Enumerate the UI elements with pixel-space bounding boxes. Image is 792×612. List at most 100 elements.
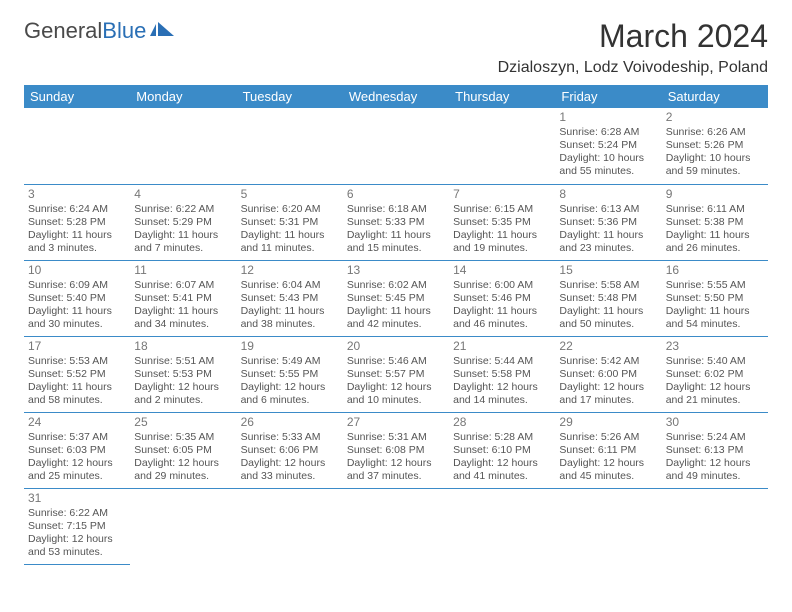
sunset-line: Sunset: 5:41 PM xyxy=(134,292,232,305)
sunrise-line: Sunrise: 5:24 AM xyxy=(666,431,764,444)
sunset-line: Sunset: 5:35 PM xyxy=(453,216,551,229)
daylight-line: Daylight: 11 hours and 15 minutes. xyxy=(347,229,445,255)
calendar-cell: 27Sunrise: 5:31 AMSunset: 6:08 PMDayligh… xyxy=(343,412,449,488)
daylight-line: Daylight: 10 hours and 55 minutes. xyxy=(559,152,657,178)
daylight-line: Daylight: 11 hours and 54 minutes. xyxy=(666,305,764,331)
daylight-line: Daylight: 11 hours and 3 minutes. xyxy=(28,229,126,255)
sunset-line: Sunset: 6:05 PM xyxy=(134,444,232,457)
day-number: 1 xyxy=(559,110,657,125)
sunset-line: Sunset: 5:48 PM xyxy=(559,292,657,305)
calendar-body: 1Sunrise: 6:28 AMSunset: 5:24 PMDaylight… xyxy=(24,108,768,564)
daylight-line: Daylight: 12 hours and 29 minutes. xyxy=(134,457,232,483)
weekday-header: Sunday xyxy=(24,85,130,108)
calendar-cell-empty xyxy=(343,488,449,564)
daylight-line: Daylight: 12 hours and 41 minutes. xyxy=(453,457,551,483)
daylight-line: Daylight: 11 hours and 42 minutes. xyxy=(347,305,445,331)
calendar-cell: 31Sunrise: 6:22 AMSunset: 7:15 PMDayligh… xyxy=(24,488,130,564)
sunset-line: Sunset: 6:06 PM xyxy=(241,444,339,457)
day-number: 22 xyxy=(559,339,657,354)
calendar-cell: 30Sunrise: 5:24 AMSunset: 6:13 PMDayligh… xyxy=(662,412,768,488)
sunset-line: Sunset: 5:40 PM xyxy=(28,292,126,305)
calendar-cell: 18Sunrise: 5:51 AMSunset: 5:53 PMDayligh… xyxy=(130,336,236,412)
daylight-line: Daylight: 11 hours and 50 minutes. xyxy=(559,305,657,331)
day-number: 2 xyxy=(666,110,764,125)
sunrise-line: Sunrise: 6:00 AM xyxy=(453,279,551,292)
calendar-cell: 15Sunrise: 5:58 AMSunset: 5:48 PMDayligh… xyxy=(555,260,661,336)
calendar-cell: 5Sunrise: 6:20 AMSunset: 5:31 PMDaylight… xyxy=(237,184,343,260)
title-block: March 2024 Dzialoszyn, Lodz Voivodeship,… xyxy=(498,18,768,77)
day-number: 19 xyxy=(241,339,339,354)
calendar-cell: 29Sunrise: 5:26 AMSunset: 6:11 PMDayligh… xyxy=(555,412,661,488)
sunset-line: Sunset: 6:03 PM xyxy=(28,444,126,457)
day-number: 9 xyxy=(666,187,764,202)
day-number: 3 xyxy=(28,187,126,202)
sunrise-line: Sunrise: 5:37 AM xyxy=(28,431,126,444)
location: Dzialoszyn, Lodz Voivodeship, Poland xyxy=(498,59,768,77)
calendar-cell-empty xyxy=(662,488,768,564)
day-number: 18 xyxy=(134,339,232,354)
calendar-cell: 26Sunrise: 5:33 AMSunset: 6:06 PMDayligh… xyxy=(237,412,343,488)
calendar-cell: 2Sunrise: 6:26 AMSunset: 5:26 PMDaylight… xyxy=(662,108,768,184)
sunrise-line: Sunrise: 5:51 AM xyxy=(134,355,232,368)
sunset-line: Sunset: 7:15 PM xyxy=(28,520,126,533)
sunset-line: Sunset: 6:02 PM xyxy=(666,368,764,381)
sunrise-line: Sunrise: 6:24 AM xyxy=(28,203,126,216)
daylight-line: Daylight: 11 hours and 26 minutes. xyxy=(666,229,764,255)
calendar-cell: 8Sunrise: 6:13 AMSunset: 5:36 PMDaylight… xyxy=(555,184,661,260)
calendar-cell-empty xyxy=(237,488,343,564)
weekday-header: Tuesday xyxy=(237,85,343,108)
day-number: 23 xyxy=(666,339,764,354)
weekday-header: Saturday xyxy=(662,85,768,108)
calendar-cell: 10Sunrise: 6:09 AMSunset: 5:40 PMDayligh… xyxy=(24,260,130,336)
calendar-cell: 11Sunrise: 6:07 AMSunset: 5:41 PMDayligh… xyxy=(130,260,236,336)
sunrise-line: Sunrise: 5:49 AM xyxy=(241,355,339,368)
sunrise-line: Sunrise: 6:15 AM xyxy=(453,203,551,216)
day-number: 24 xyxy=(28,415,126,430)
calendar-cell: 28Sunrise: 5:28 AMSunset: 6:10 PMDayligh… xyxy=(449,412,555,488)
daylight-line: Daylight: 10 hours and 59 minutes. xyxy=(666,152,764,178)
sunset-line: Sunset: 5:46 PM xyxy=(453,292,551,305)
weekday-header: Monday xyxy=(130,85,236,108)
sunset-line: Sunset: 6:08 PM xyxy=(347,444,445,457)
sunrise-line: Sunrise: 6:28 AM xyxy=(559,126,657,139)
sunset-line: Sunset: 5:29 PM xyxy=(134,216,232,229)
day-number: 20 xyxy=(347,339,445,354)
calendar-cell: 17Sunrise: 5:53 AMSunset: 5:52 PMDayligh… xyxy=(24,336,130,412)
sunset-line: Sunset: 5:28 PM xyxy=(28,216,126,229)
sunset-line: Sunset: 6:13 PM xyxy=(666,444,764,457)
day-number: 10 xyxy=(28,263,126,278)
calendar-cell: 7Sunrise: 6:15 AMSunset: 5:35 PMDaylight… xyxy=(449,184,555,260)
calendar-cell-empty xyxy=(343,108,449,184)
calendar-cell: 14Sunrise: 6:00 AMSunset: 5:46 PMDayligh… xyxy=(449,260,555,336)
day-number: 5 xyxy=(241,187,339,202)
sunrise-line: Sunrise: 5:58 AM xyxy=(559,279,657,292)
day-number: 31 xyxy=(28,491,126,506)
sunrise-line: Sunrise: 6:02 AM xyxy=(347,279,445,292)
daylight-line: Daylight: 12 hours and 49 minutes. xyxy=(666,457,764,483)
calendar-cell-empty xyxy=(24,108,130,184)
sunrise-line: Sunrise: 6:18 AM xyxy=(347,203,445,216)
day-number: 13 xyxy=(347,263,445,278)
sunrise-line: Sunrise: 6:22 AM xyxy=(28,507,126,520)
daylight-line: Daylight: 11 hours and 46 minutes. xyxy=(453,305,551,331)
day-number: 12 xyxy=(241,263,339,278)
calendar-cell: 23Sunrise: 5:40 AMSunset: 6:02 PMDayligh… xyxy=(662,336,768,412)
day-number: 28 xyxy=(453,415,551,430)
daylight-line: Daylight: 11 hours and 23 minutes. xyxy=(559,229,657,255)
day-number: 11 xyxy=(134,263,232,278)
logo: GeneralBlue xyxy=(24,18,176,44)
weekday-header: Friday xyxy=(555,85,661,108)
sunrise-line: Sunrise: 5:44 AM xyxy=(453,355,551,368)
calendar-cell: 24Sunrise: 5:37 AMSunset: 6:03 PMDayligh… xyxy=(24,412,130,488)
logo-flag-icon xyxy=(150,22,176,40)
calendar-table: SundayMondayTuesdayWednesdayThursdayFrid… xyxy=(24,85,768,565)
logo-text-general: General xyxy=(24,18,102,44)
calendar-cell: 22Sunrise: 5:42 AMSunset: 6:00 PMDayligh… xyxy=(555,336,661,412)
daylight-line: Daylight: 11 hours and 11 minutes. xyxy=(241,229,339,255)
calendar-cell: 4Sunrise: 6:22 AMSunset: 5:29 PMDaylight… xyxy=(130,184,236,260)
daylight-line: Daylight: 12 hours and 6 minutes. xyxy=(241,381,339,407)
calendar-cell-empty xyxy=(130,108,236,184)
sunset-line: Sunset: 6:10 PM xyxy=(453,444,551,457)
sunrise-line: Sunrise: 5:31 AM xyxy=(347,431,445,444)
daylight-line: Daylight: 12 hours and 14 minutes. xyxy=(453,381,551,407)
